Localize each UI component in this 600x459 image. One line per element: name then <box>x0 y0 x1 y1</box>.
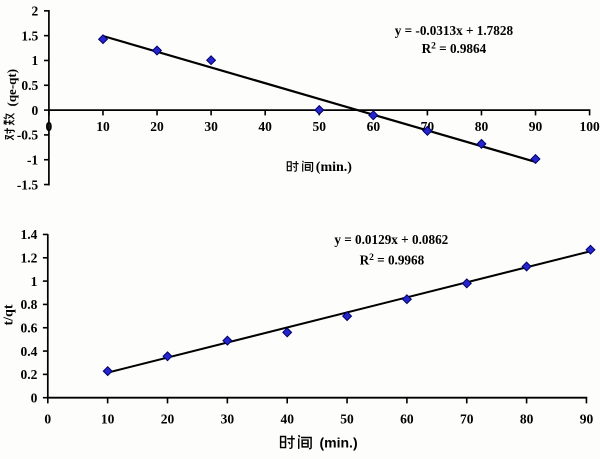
svg-text:0.4: 0.4 <box>21 344 38 359</box>
svg-text:-1.5: -1.5 <box>17 177 39 192</box>
svg-text:10: 10 <box>96 119 110 134</box>
svg-text:1.4: 1.4 <box>21 227 38 242</box>
svg-text:y = -0.0313x + 1.7828: y = -0.0313x + 1.7828 <box>395 23 514 38</box>
svg-text:(min.): (min.) <box>320 434 358 450</box>
svg-text:0.6: 0.6 <box>21 320 38 335</box>
svg-text:90: 90 <box>529 119 543 134</box>
svg-text:50: 50 <box>340 412 354 427</box>
svg-text:60: 60 <box>367 119 381 134</box>
svg-text:0: 0 <box>31 390 38 405</box>
svg-text:0: 0 <box>31 103 38 118</box>
svg-text:50: 50 <box>313 119 327 134</box>
svg-text:10: 10 <box>101 412 115 427</box>
svg-text:(qe-qt): (qe-qt) <box>4 69 19 107</box>
svg-text:2: 2 <box>31 4 38 19</box>
svg-text:40: 40 <box>280 412 294 427</box>
svg-text:0.2: 0.2 <box>21 367 38 382</box>
svg-text:30: 30 <box>204 119 218 134</box>
svg-text:-0.5: -0.5 <box>17 128 39 143</box>
svg-text:60: 60 <box>400 412 414 427</box>
svg-text:(min.): (min.) <box>316 160 353 175</box>
svg-text:20: 20 <box>161 412 175 427</box>
svg-text:100: 100 <box>579 119 600 134</box>
svg-text:30: 30 <box>221 412 235 427</box>
svg-text:80: 80 <box>520 412 534 427</box>
svg-text:1: 1 <box>31 53 38 68</box>
svg-text:1: 1 <box>31 274 38 289</box>
svg-text:R2 = 0.9864: R2 = 0.9864 <box>422 41 487 56</box>
svg-text:0.8: 0.8 <box>21 297 38 312</box>
svg-text:0.5: 0.5 <box>21 78 38 93</box>
svg-text:-1: -1 <box>27 152 38 167</box>
svg-text:1.2: 1.2 <box>21 250 38 265</box>
svg-text:1.5: 1.5 <box>21 28 38 43</box>
svg-text:0: 0 <box>44 412 51 427</box>
svg-text:R2 = 0.9968: R2 = 0.9968 <box>360 252 425 267</box>
svg-text:90: 90 <box>580 412 594 427</box>
svg-text:0: 0 <box>46 119 53 134</box>
svg-text:20: 20 <box>150 119 164 134</box>
svg-text:70: 70 <box>460 412 474 427</box>
svg-text:t/qt: t/qt <box>2 304 17 325</box>
svg-text:40: 40 <box>258 119 272 134</box>
svg-text:80: 80 <box>475 119 489 134</box>
svg-text:y = 0.0129x + 0.0862: y = 0.0129x + 0.0862 <box>334 232 448 247</box>
